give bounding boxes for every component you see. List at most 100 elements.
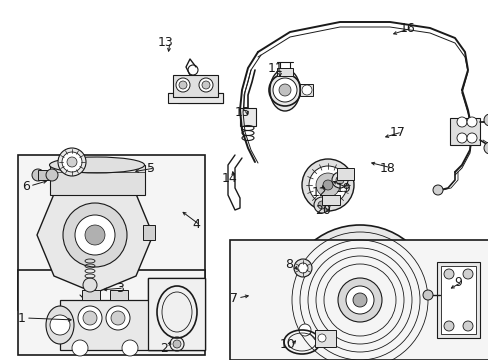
Bar xyxy=(229,240,488,360)
Bar xyxy=(142,225,155,240)
Circle shape xyxy=(337,278,381,322)
Bar xyxy=(173,75,218,97)
Circle shape xyxy=(111,311,125,325)
Circle shape xyxy=(443,321,453,331)
Ellipse shape xyxy=(46,306,74,344)
Circle shape xyxy=(85,225,105,245)
Text: 12: 12 xyxy=(311,185,327,198)
Text: 4: 4 xyxy=(192,219,200,231)
Text: 2: 2 xyxy=(160,342,167,355)
Text: 3: 3 xyxy=(116,282,123,294)
Bar xyxy=(440,266,475,334)
Text: 8: 8 xyxy=(285,258,292,271)
Ellipse shape xyxy=(49,157,144,173)
Bar xyxy=(321,195,339,205)
Circle shape xyxy=(317,201,325,209)
Bar xyxy=(168,93,223,103)
Bar xyxy=(18,155,204,310)
Text: 17: 17 xyxy=(389,126,405,139)
Bar xyxy=(148,278,204,350)
Circle shape xyxy=(323,180,332,190)
Text: 13: 13 xyxy=(158,36,173,49)
Polygon shape xyxy=(37,177,153,293)
Circle shape xyxy=(466,133,476,143)
Circle shape xyxy=(462,321,472,331)
Text: 15: 15 xyxy=(235,105,250,118)
Circle shape xyxy=(317,334,325,342)
Circle shape xyxy=(75,215,115,255)
Circle shape xyxy=(279,84,290,96)
Bar xyxy=(240,108,256,126)
Circle shape xyxy=(346,286,373,314)
Text: 6: 6 xyxy=(22,180,30,193)
Text: 7: 7 xyxy=(229,292,238,305)
Circle shape xyxy=(58,148,86,176)
Bar xyxy=(50,165,145,195)
Circle shape xyxy=(176,78,190,92)
Circle shape xyxy=(78,306,102,330)
Circle shape xyxy=(72,340,88,356)
Circle shape xyxy=(335,176,343,184)
Bar xyxy=(38,170,52,180)
Text: 20: 20 xyxy=(314,203,330,216)
Circle shape xyxy=(83,278,97,292)
Bar xyxy=(299,84,312,96)
Bar xyxy=(18,270,204,355)
Circle shape xyxy=(298,324,310,336)
Circle shape xyxy=(173,340,181,348)
Circle shape xyxy=(285,225,434,360)
Bar xyxy=(82,290,100,300)
Bar xyxy=(314,330,335,347)
Circle shape xyxy=(483,114,488,126)
Circle shape xyxy=(456,117,466,127)
Circle shape xyxy=(199,78,213,92)
Text: 10: 10 xyxy=(280,338,295,351)
Bar xyxy=(336,168,353,180)
Bar xyxy=(60,300,160,350)
Circle shape xyxy=(298,264,310,276)
Circle shape xyxy=(483,142,488,154)
Circle shape xyxy=(122,340,138,356)
Circle shape xyxy=(313,197,329,213)
Text: 19: 19 xyxy=(335,181,351,194)
Circle shape xyxy=(422,290,432,300)
Polygon shape xyxy=(168,93,223,103)
Bar xyxy=(148,278,204,350)
Circle shape xyxy=(466,117,476,127)
Circle shape xyxy=(104,311,112,319)
Circle shape xyxy=(67,157,77,167)
Text: 16: 16 xyxy=(399,22,415,35)
Text: 9: 9 xyxy=(453,275,461,288)
Circle shape xyxy=(432,185,442,195)
Circle shape xyxy=(443,269,453,279)
Circle shape xyxy=(297,263,307,273)
Circle shape xyxy=(179,81,186,89)
Bar xyxy=(436,262,479,338)
Circle shape xyxy=(46,169,58,181)
Bar xyxy=(110,290,128,300)
Circle shape xyxy=(83,311,97,325)
Circle shape xyxy=(302,159,353,211)
Ellipse shape xyxy=(269,69,299,111)
Circle shape xyxy=(302,85,311,95)
Circle shape xyxy=(62,152,82,172)
Circle shape xyxy=(331,172,347,188)
Circle shape xyxy=(462,269,472,279)
Circle shape xyxy=(50,315,70,335)
Circle shape xyxy=(456,133,466,143)
Circle shape xyxy=(63,203,127,267)
Circle shape xyxy=(308,166,346,204)
Circle shape xyxy=(352,293,366,307)
Circle shape xyxy=(106,306,130,330)
Bar xyxy=(449,118,479,145)
Circle shape xyxy=(32,169,44,181)
Circle shape xyxy=(272,78,296,102)
Text: 18: 18 xyxy=(379,162,395,175)
Circle shape xyxy=(202,81,209,89)
Text: 14: 14 xyxy=(222,171,237,184)
Text: 11: 11 xyxy=(267,62,283,75)
Circle shape xyxy=(315,173,339,197)
Bar xyxy=(276,68,292,76)
Circle shape xyxy=(293,259,311,277)
Text: 5: 5 xyxy=(147,162,155,175)
